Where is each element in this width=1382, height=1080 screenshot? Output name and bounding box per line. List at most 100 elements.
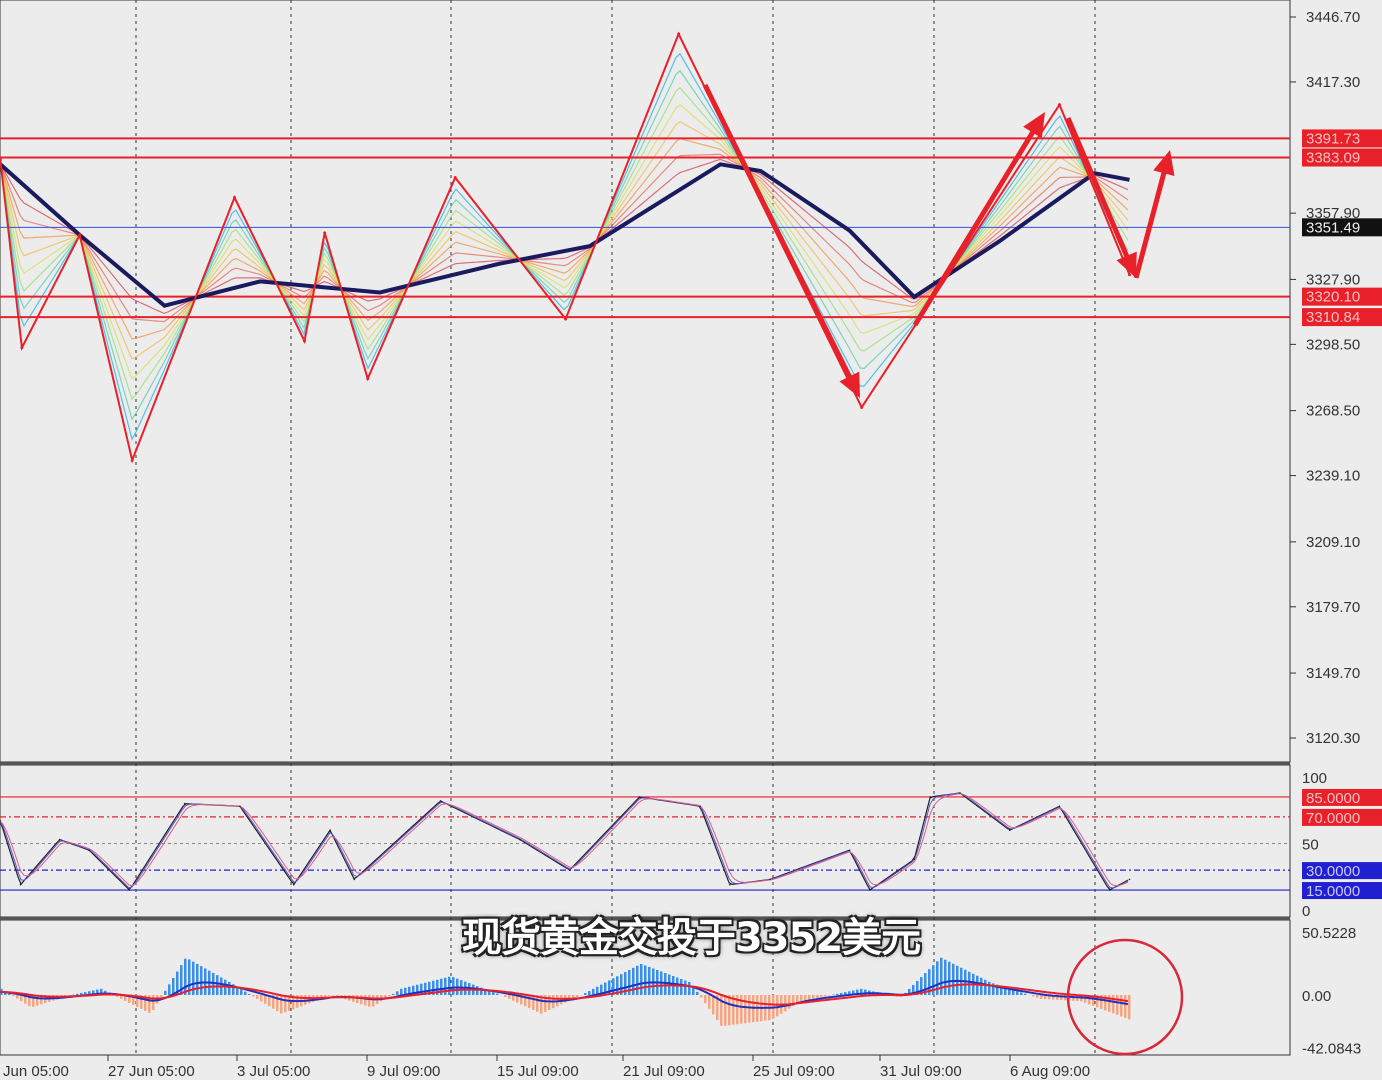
macd-histogram-bar (816, 995, 819, 998)
macd-histogram-bar (724, 995, 727, 1026)
macd-histogram-bar (164, 990, 167, 995)
oscillator-point (519, 838, 521, 841)
macd-histogram-bar (1048, 995, 1051, 1000)
video-subtitle: 现货黄金交投于3352美元 (461, 915, 921, 961)
macd-histogram-bar (864, 989, 867, 995)
macd-histogram-bar (512, 995, 515, 1001)
macd-histogram-bar (148, 995, 151, 1013)
macd-histogram-bar (320, 995, 323, 999)
macd-histogram-bar (388, 995, 391, 997)
macd-histogram-bar (332, 995, 335, 996)
level-price-tag (1302, 287, 1382, 306)
oscillator-panel (0, 764, 1291, 918)
oscillator-point (1008, 829, 1011, 831)
macd-histogram-bar (1108, 995, 1111, 1012)
macd-histogram-bar (396, 991, 399, 995)
macd-histogram-bar (528, 995, 531, 1009)
macd-histogram-bar (740, 995, 743, 1024)
macd-histogram-bar (912, 984, 915, 995)
macd-histogram-bar (260, 995, 263, 1002)
price-tick-label: 3357.90 (1306, 205, 1360, 222)
macd-histogram-bar (28, 995, 31, 1007)
oscillator-point (769, 878, 771, 881)
arrow-shaft (912, 127, 1038, 327)
macd-histogram-bar (1060, 995, 1063, 1001)
price-tick-label: 3239.10 (1306, 468, 1360, 485)
macd-histogram-bar (788, 995, 791, 1009)
macd-histogram-bar (404, 987, 407, 995)
macd-histogram-bar (640, 963, 643, 995)
oscillator-point (329, 829, 331, 831)
oscillator-point (568, 869, 571, 871)
macd-histogram-bar (600, 984, 603, 995)
macd-histogram-bar (1000, 985, 1003, 995)
macd-histogram-bar (80, 992, 83, 995)
macd-histogram-bar (168, 984, 171, 995)
macd-histogram-bar (444, 977, 447, 995)
macd-histogram-bar (364, 995, 367, 1006)
arrow-shaft (1133, 167, 1168, 279)
macd-histogram-bar (940, 957, 943, 995)
price-tick-label: 3179.70 (1306, 599, 1360, 616)
zigzag-pivot (130, 458, 134, 462)
macd-histogram-bar (484, 989, 487, 995)
oscillator-point (292, 883, 295, 886)
macd-histogram-bar (120, 995, 123, 999)
time-axis-label: Jun 05:00 (3, 1063, 69, 1080)
price-tick-label: 3417.30 (1306, 74, 1360, 91)
macd-histogram-bar (132, 995, 135, 1005)
macd-histogram-bar (932, 965, 935, 995)
oscillator-point (638, 796, 641, 798)
oscillator-point (239, 805, 241, 808)
price-axis: 3446.70 3417.30 3357.90 3327.90 3298.50 3268.… (1290, 9, 1382, 747)
macd-histogram-bar (856, 989, 859, 995)
macd-histogram-bar (228, 981, 231, 995)
macd-histogram-bar (116, 995, 119, 997)
macd-signal-line (0, 983, 1129, 1006)
macd-histogram-bar (184, 958, 187, 995)
macd-histogram-bar (576, 995, 579, 998)
macd-histogram-bar (572, 995, 575, 999)
macd-histogram-bar (244, 991, 247, 995)
oscillator-point (128, 889, 131, 891)
macd-histogram-bar (544, 995, 547, 1012)
macd-histogram-bar (540, 995, 543, 1014)
macd-histogram-bar (720, 995, 723, 1026)
macd-histogram-bar (796, 995, 799, 1004)
macd-histogram-bar (328, 995, 331, 996)
time-axis-label: 15 Jul 09:00 (497, 1063, 579, 1080)
macd-histogram-bar (188, 959, 191, 995)
macd-histogram-bar (968, 971, 971, 995)
macd-histogram-bar (664, 972, 667, 995)
macd-histogram-bar (996, 984, 999, 995)
macd-histogram-bar (524, 995, 527, 1007)
macd-histogram-bar (1008, 988, 1011, 995)
macd-histogram-bar (68, 995, 71, 996)
price-tick-label: 3149.70 (1306, 665, 1360, 682)
macd-histogram-bar (800, 995, 803, 1002)
macd-tick-label: -42.0843 (1302, 1040, 1361, 1057)
macd-histogram-bar (200, 966, 203, 995)
macd-histogram-bar (420, 983, 423, 995)
oscillator-point (1128, 878, 1131, 881)
oscillator-tick-label: 50 (1302, 837, 1319, 854)
macd-histogram-bar (128, 995, 131, 1003)
macd-histogram-bar (520, 995, 523, 1005)
time-axis-label: 31 Jul 09:00 (880, 1063, 962, 1080)
macd-histogram-bar (536, 995, 539, 1012)
macd-histogram-bar (400, 988, 403, 995)
macd-histogram-bar (480, 987, 483, 995)
macd-main-line (0, 979, 1129, 1009)
macd-histogram-bar (408, 986, 411, 995)
oscillator-signal-line (0, 793, 1129, 887)
oscillator-point (58, 838, 61, 841)
macd-histogram-bar (276, 995, 279, 1012)
macd-histogram-bar (1064, 995, 1067, 1001)
macd-histogram-bar (264, 995, 267, 1004)
macd-histogram-bar (804, 995, 807, 1001)
oscillator-point (1108, 889, 1111, 891)
macd-histogram-bar (1096, 995, 1099, 1008)
price-tick-label: 3327.90 (1306, 271, 1360, 288)
macd-histogram-bar (432, 980, 435, 995)
